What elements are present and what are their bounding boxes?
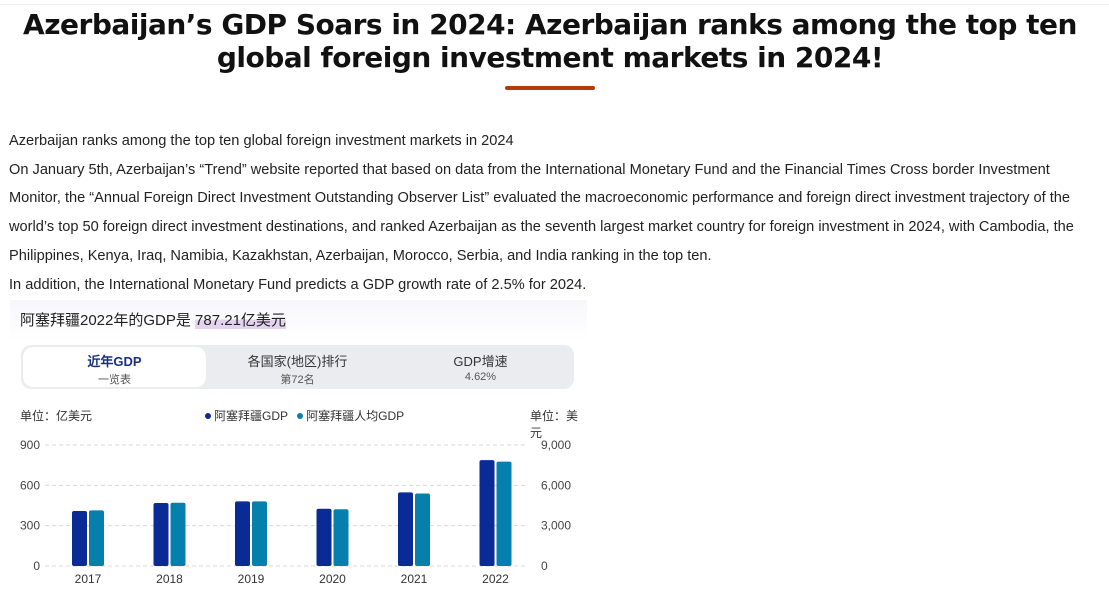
tab-label: 近年GDP <box>87 354 142 369</box>
bar-gdp <box>479 460 495 566</box>
tab-gdp-growth[interactable]: GDP增速 4.62% <box>389 345 572 389</box>
x-tick-label: 2022 <box>482 572 509 586</box>
tab-sublabel: 一览表 <box>98 374 131 386</box>
bar-gdp-per-capita <box>89 510 104 566</box>
bar-gdp <box>235 501 250 566</box>
x-tick-label: 2018 <box>156 572 183 586</box>
article-paragraph: In addition, the International Monetary … <box>9 276 587 293</box>
top-divider <box>0 4 1109 5</box>
x-tick-label: 2017 <box>75 572 102 586</box>
gdp-chart-widget: 阿塞拜疆2022年的GDP是 787.21亿美元 近年GDP 一览表 各国家(地区… <box>10 300 587 594</box>
y-right-tick-label: 0 <box>541 559 548 573</box>
bar-gdp <box>398 492 413 566</box>
y-left-tick-label: 900 <box>20 438 40 452</box>
article-body: Azerbaijan ranks among the top ten globa… <box>9 127 1099 299</box>
article-paragraph: Azerbaijan ranks among the top ten globa… <box>9 133 514 149</box>
bar-gdp <box>153 502 169 566</box>
chart-title-value: 787.21亿美元 <box>195 312 286 329</box>
x-tick-label: 2021 <box>401 572 428 586</box>
legend-label: 阿塞拜疆人均GDP <box>306 409 405 423</box>
title-underline <box>505 86 595 90</box>
right-unit-label: 单位：美元 <box>530 409 579 440</box>
x-tick-label: 2019 <box>238 572 265 586</box>
chart-title: 阿塞拜疆2022年的GDP是 787.21亿美元 <box>20 309 286 330</box>
page-title: Azerbaijan’s GDP Soars in 2024: Azerbaij… <box>23 8 1077 74</box>
chart-title-prefix: 阿塞拜疆2022年的GDP是 <box>20 312 196 329</box>
legend-dot <box>205 413 211 420</box>
bar-gdp <box>72 511 87 566</box>
y-left-tick-label: 300 <box>20 519 40 533</box>
tab-label: GDP增速 <box>453 354 508 369</box>
tab-country-ranking[interactable]: 各国家(地区)排行 第72名 <box>206 345 389 389</box>
bar-gdp-per-capita <box>252 501 267 566</box>
bar-gdp-per-capita <box>170 502 186 566</box>
tab-sublabel: 4.62% <box>464 371 497 383</box>
tab-label: 各国家(地区)排行 <box>247 354 348 369</box>
y-left-tick-label: 0 <box>33 559 40 573</box>
tab-sublabel: 第72名 <box>280 374 315 386</box>
bar-chart: 0 0 300 3,000 600 6,000 900 9,000 2017 2018 2019 20… <box>20 438 571 586</box>
y-left-tick-label: 600 <box>20 478 40 492</box>
x-tick-label: 2020 <box>319 572 346 586</box>
y-right-tick-label: 3,000 <box>541 519 571 533</box>
legend-label: 阿塞拜疆GDP <box>214 409 288 423</box>
chart-legend: 阿塞拜疆GDP 阿塞拜疆人均GDP <box>205 407 404 424</box>
left-unit-label: 单位：亿美元 <box>20 409 93 423</box>
bar-gdp-per-capita <box>333 509 349 566</box>
y-right-tick-label: 9,000 <box>541 438 571 452</box>
y-right-tick-label: 6,000 <box>541 478 571 492</box>
legend-dot <box>297 413 304 420</box>
bar-gdp <box>316 508 332 566</box>
tab-recent-gdp[interactable]: 近年GDP 一览表 <box>23 347 206 387</box>
chart-tabs: 近年GDP 一览表 各国家(地区)排行 第72名 GDP增速 4.62% <box>21 345 574 389</box>
bar-gdp-per-capita <box>496 461 512 566</box>
bar-gdp-per-capita <box>415 493 430 566</box>
article-paragraph: On January 5th, Azerbaijan’s “Trend” web… <box>9 161 1074 264</box>
